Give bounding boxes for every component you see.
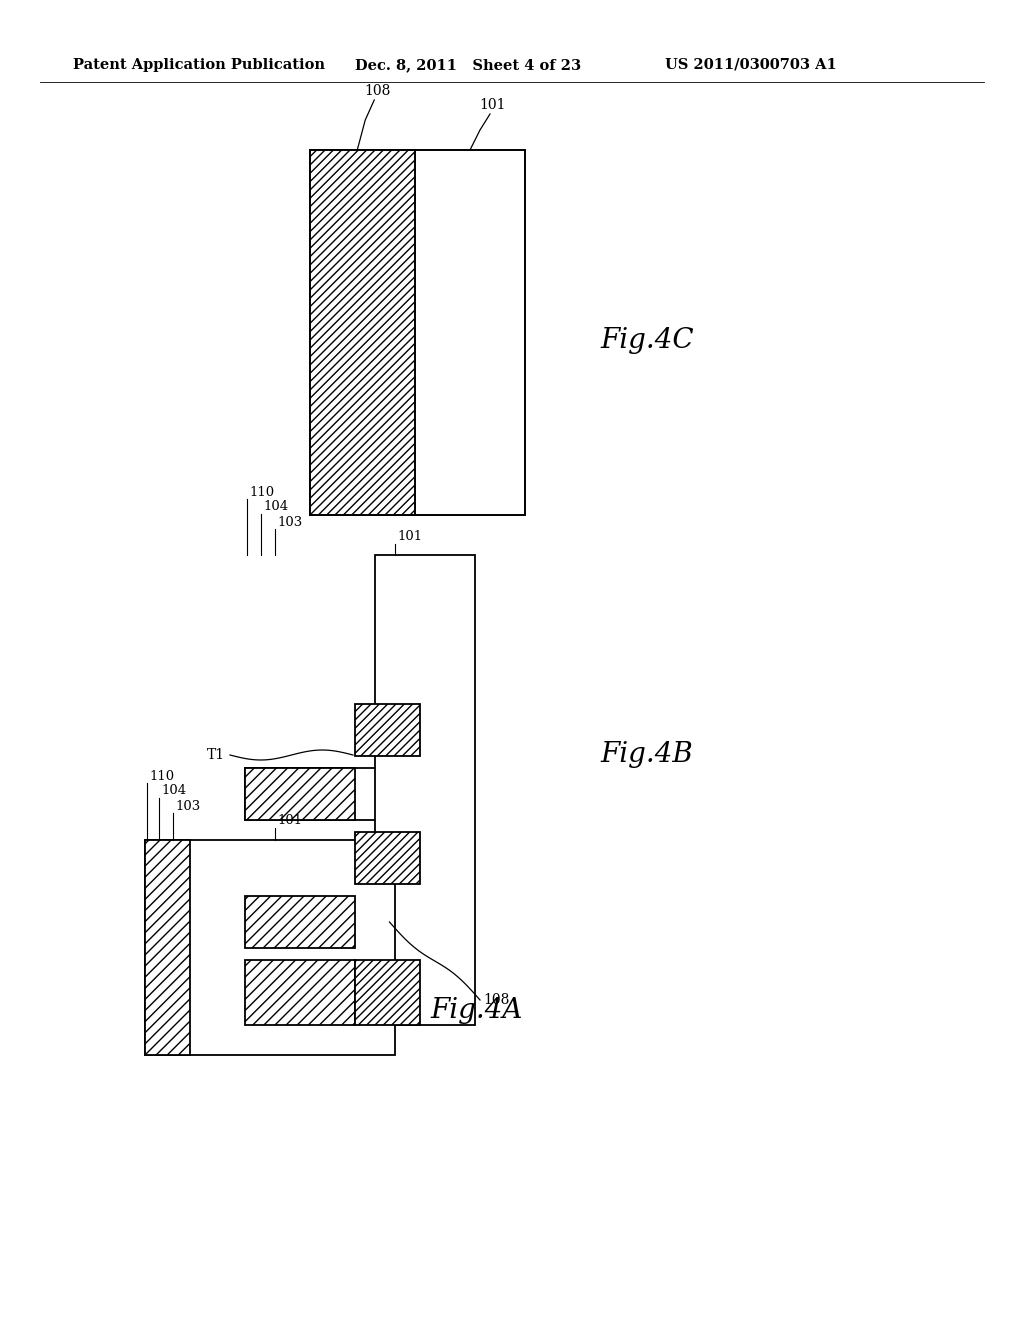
Bar bbox=[245, 896, 420, 948]
Bar bbox=[375, 554, 475, 1026]
Text: Fig.4C: Fig.4C bbox=[600, 326, 693, 354]
Text: US 2011/0300703 A1: US 2011/0300703 A1 bbox=[665, 58, 837, 73]
Bar bbox=[245, 768, 355, 820]
Bar bbox=[355, 832, 420, 884]
Text: 103: 103 bbox=[175, 800, 201, 813]
Text: Fig.4A: Fig.4A bbox=[430, 997, 522, 1023]
Text: 108: 108 bbox=[365, 84, 390, 98]
Bar bbox=[310, 150, 415, 515]
Text: 101: 101 bbox=[278, 814, 302, 828]
Text: Patent Application Publication: Patent Application Publication bbox=[73, 58, 325, 73]
Bar bbox=[355, 960, 420, 1026]
Text: 101: 101 bbox=[480, 98, 506, 112]
Bar bbox=[245, 960, 355, 1026]
Text: Dec. 8, 2011   Sheet 4 of 23: Dec. 8, 2011 Sheet 4 of 23 bbox=[355, 58, 582, 73]
Bar bbox=[355, 704, 420, 756]
Text: 101: 101 bbox=[397, 531, 422, 544]
Text: 104: 104 bbox=[161, 784, 186, 797]
Text: 103: 103 bbox=[278, 516, 302, 528]
Text: 104: 104 bbox=[263, 500, 288, 513]
Bar bbox=[245, 768, 420, 820]
Text: T1: T1 bbox=[207, 748, 225, 762]
Text: 110: 110 bbox=[249, 486, 274, 499]
Text: 110: 110 bbox=[150, 770, 174, 783]
Bar bbox=[245, 960, 420, 1026]
Bar bbox=[145, 840, 190, 1055]
Bar bbox=[310, 150, 525, 515]
Bar bbox=[145, 840, 395, 1055]
Bar bbox=[245, 896, 355, 948]
Text: Fig.4B: Fig.4B bbox=[600, 742, 693, 768]
Text: 108: 108 bbox=[483, 993, 509, 1007]
